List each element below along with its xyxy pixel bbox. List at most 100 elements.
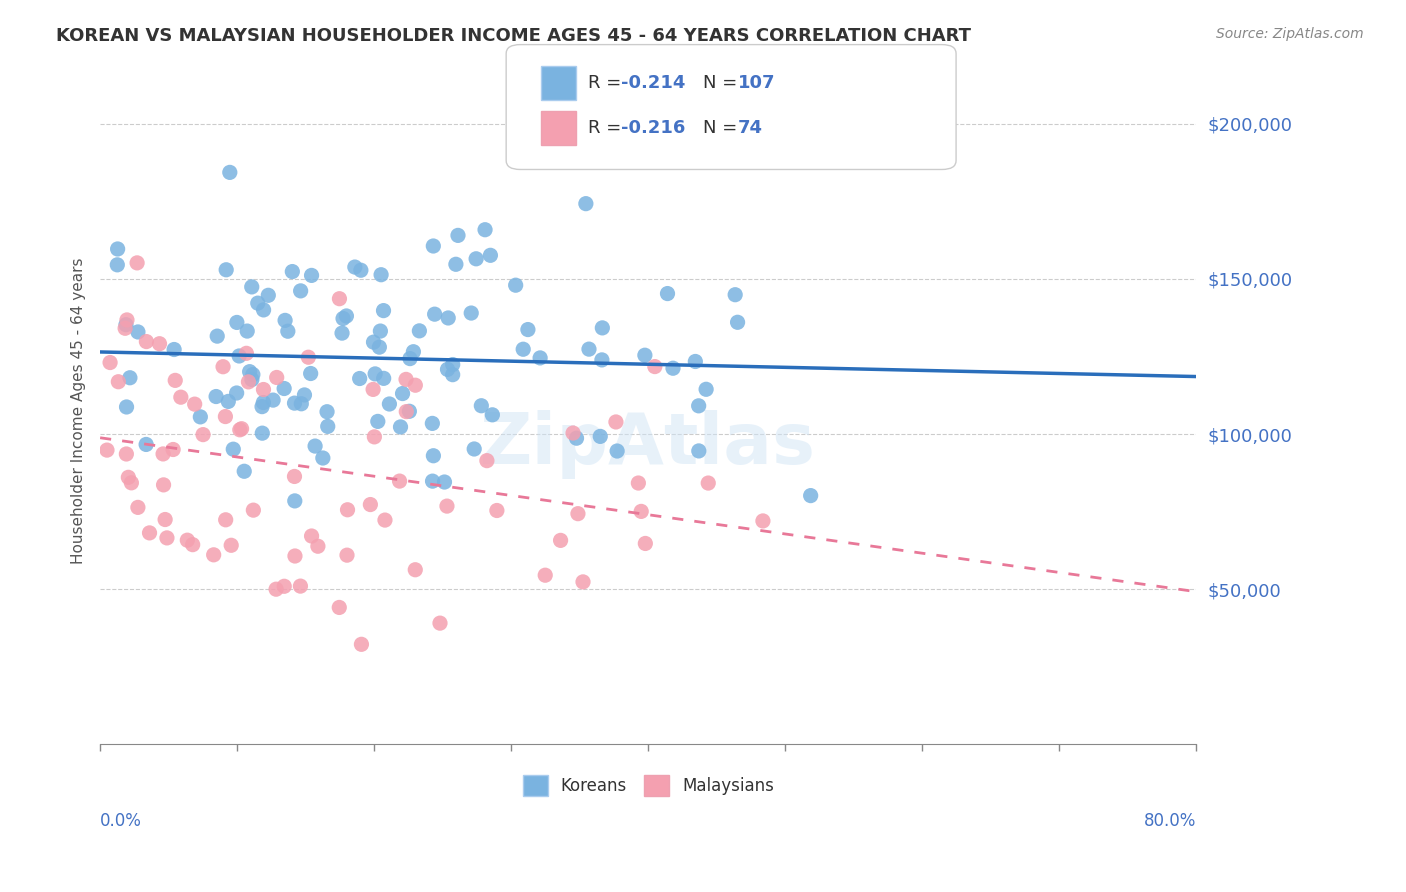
Point [294, 388, 316, 402]
Point [222, 442, 245, 457]
Point [152, 447, 174, 461]
Point [578, 342, 600, 356]
Point [516, 322, 538, 336]
Point [349, 371, 371, 385]
Point [724, 287, 747, 301]
Point [423, 307, 446, 321]
Point [591, 321, 613, 335]
Point [606, 444, 628, 458]
Point [240, 280, 263, 294]
Point [688, 399, 710, 413]
Point [290, 284, 312, 298]
Point [505, 278, 527, 293]
Point [350, 263, 373, 277]
Point [229, 423, 252, 437]
Point [479, 248, 502, 262]
Point [404, 563, 426, 577]
Point [436, 362, 458, 376]
Point [395, 372, 418, 386]
Point [422, 239, 444, 253]
Point [562, 425, 585, 440]
Text: -0.216: -0.216 [621, 119, 686, 136]
Point [242, 368, 264, 382]
Point [215, 262, 238, 277]
Point [301, 268, 323, 283]
Point [800, 489, 823, 503]
Point [212, 359, 235, 374]
Point [474, 223, 496, 237]
Point [368, 340, 391, 354]
Point [225, 386, 247, 401]
Point [361, 383, 384, 397]
Point [685, 354, 707, 368]
Point [470, 399, 492, 413]
Point [219, 538, 242, 552]
Point [252, 395, 274, 409]
Point [328, 292, 350, 306]
Point [408, 324, 430, 338]
Point [398, 404, 420, 418]
Point [304, 439, 326, 453]
Point [152, 478, 174, 492]
Point [363, 335, 385, 350]
Point [485, 503, 508, 517]
Point [404, 378, 426, 392]
Point [399, 351, 422, 366]
Point [231, 422, 253, 436]
Point [589, 429, 612, 443]
Point [114, 321, 136, 335]
Point [107, 242, 129, 256]
Point [118, 370, 141, 384]
Point [191, 427, 214, 442]
Point [235, 346, 257, 360]
Text: R =: R = [588, 119, 627, 136]
Text: ZipAtlas: ZipAtlas [481, 409, 817, 479]
Point [239, 365, 262, 379]
Point [463, 442, 485, 456]
Point [257, 288, 280, 302]
Text: -0.214: -0.214 [621, 74, 686, 92]
Text: N =: N = [703, 119, 742, 136]
Point [591, 352, 613, 367]
Point [572, 574, 595, 589]
Point [567, 507, 589, 521]
Point [444, 257, 467, 271]
Point [274, 313, 297, 327]
Point [336, 502, 359, 516]
Point [215, 513, 238, 527]
Point [117, 470, 139, 484]
Point [181, 538, 204, 552]
Point [359, 498, 381, 512]
Point [228, 349, 250, 363]
Point [373, 371, 395, 385]
Point [688, 444, 710, 458]
Point [343, 260, 366, 274]
Point [441, 368, 464, 382]
Point [364, 367, 387, 381]
Point [138, 525, 160, 540]
Point [290, 579, 312, 593]
Point [752, 514, 775, 528]
Point [605, 415, 627, 429]
Point [312, 450, 335, 465]
Text: KOREAN VS MALAYSIAN HOUSEHOLDER INCOME AGES 45 - 64 YEARS CORRELATION CHART: KOREAN VS MALAYSIAN HOUSEHOLDER INCOME A… [56, 27, 972, 45]
Point [105, 258, 128, 272]
Point [727, 315, 749, 329]
Point [262, 393, 284, 408]
Point [188, 409, 211, 424]
Point [281, 264, 304, 278]
Point [297, 350, 319, 364]
Point [135, 437, 157, 451]
Text: Source: ZipAtlas.com: Source: ZipAtlas.com [1216, 27, 1364, 41]
Point [475, 453, 498, 467]
Point [284, 549, 307, 563]
Point [183, 397, 205, 411]
Point [135, 334, 157, 349]
Point [238, 375, 260, 389]
Text: N =: N = [703, 74, 742, 92]
Point [447, 228, 470, 243]
Point [422, 474, 444, 488]
Point [627, 476, 650, 491]
Point [657, 286, 679, 301]
Point [422, 449, 444, 463]
